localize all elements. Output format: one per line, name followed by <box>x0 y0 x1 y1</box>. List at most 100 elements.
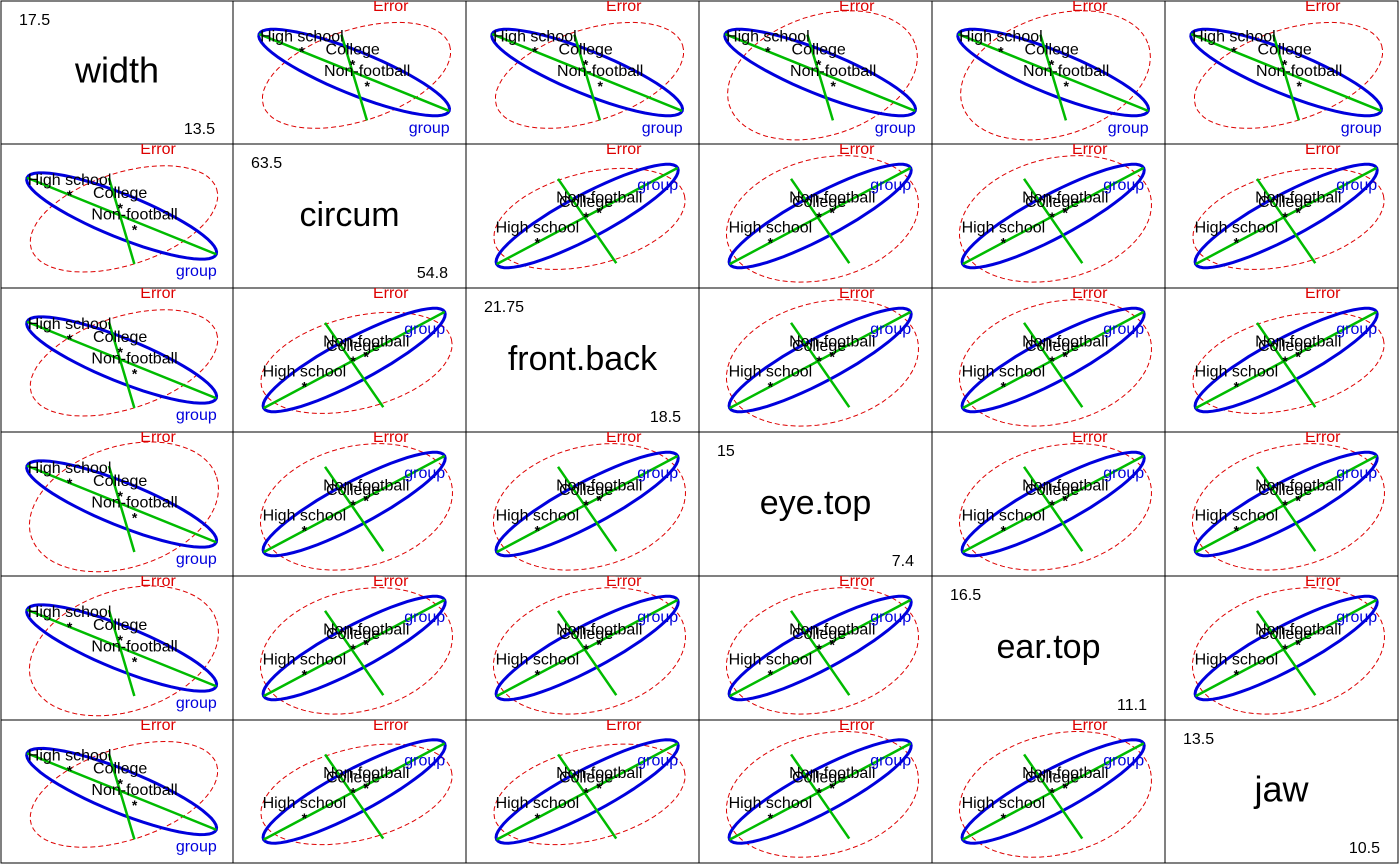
group-mean-point: * <box>830 780 836 796</box>
hypothesis-ellipse <box>727 738 913 845</box>
error-ellipse <box>493 743 686 846</box>
range-min-label: 11.1 <box>1117 697 1147 714</box>
group-label: College <box>1025 338 1079 355</box>
group-mean-point: * <box>1063 204 1069 220</box>
hypothesis-label: group <box>875 120 916 137</box>
group-mean-point: * <box>583 57 589 73</box>
group-mean-point: * <box>67 331 73 347</box>
means-line <box>491 32 683 113</box>
means-line <box>107 609 136 697</box>
hypothesis-ellipse <box>723 27 918 118</box>
group-mean-point: * <box>1063 78 1069 94</box>
error-label: Error <box>606 0 642 15</box>
group-mean-point: * <box>535 666 541 682</box>
means-line <box>263 742 446 841</box>
group-label: Non-football <box>91 207 177 224</box>
hypothesis-label: group <box>404 321 445 338</box>
group-label: College <box>1258 194 1312 211</box>
means-line <box>1272 34 1301 121</box>
group-label: Non-football <box>557 63 643 80</box>
group-label: Non-football <box>1256 63 1342 80</box>
means-line <box>107 465 136 553</box>
error-label: Error <box>373 285 409 302</box>
group-label: High school <box>962 363 1046 380</box>
panel-jaw-jaw: jaw 13.5 10.5 <box>1164 719 1399 864</box>
group-mean-point: * <box>816 57 822 73</box>
group-mean-point: * <box>117 344 123 360</box>
error-label: Error <box>839 141 875 158</box>
group-label: College <box>792 769 846 786</box>
error-ellipse <box>492 443 687 571</box>
group-mean-point: * <box>597 204 603 220</box>
error-ellipse <box>493 167 686 270</box>
group-mean-point: * <box>1049 784 1055 800</box>
group-label: Non-football <box>790 63 876 80</box>
panel-jaw-eye.top: *High school*Non-football*CollegeErrorgr… <box>698 719 933 864</box>
means-line <box>962 454 1145 554</box>
means-line <box>1256 322 1317 408</box>
group-label: College <box>559 194 613 211</box>
means-line <box>258 32 450 113</box>
group-label: College <box>1025 194 1079 211</box>
variable-name: eye.top <box>760 484 872 522</box>
group-mean-point: * <box>132 510 138 526</box>
hypothesis-ellipse <box>494 162 680 270</box>
group-mean-point: * <box>583 641 589 657</box>
hypothesis-label: group <box>1103 321 1144 338</box>
group-mean-point: * <box>364 780 370 796</box>
means-line <box>806 34 835 121</box>
panel-jaw-circum: *High school*Non-football*CollegeErrorgr… <box>232 719 467 864</box>
error-ellipse <box>725 155 920 283</box>
group-label: Non-football <box>323 477 409 494</box>
group-label: Non-football <box>789 765 875 782</box>
range-max-label: 21.75 <box>484 299 524 316</box>
hypothesis-label: group <box>642 120 683 137</box>
group-label: High school <box>962 795 1046 812</box>
group-label: College <box>93 761 147 778</box>
group-mean-point: * <box>299 43 305 59</box>
group-mean-point: * <box>1001 234 1007 250</box>
means-line <box>1039 34 1068 121</box>
error-ellipse <box>727 10 918 141</box>
error-label: Error <box>140 717 176 734</box>
panel-jaw-ear.top: *High school*Non-football*CollegeErrorgr… <box>931 719 1166 864</box>
group-label: High school <box>726 28 810 45</box>
error-label: Error <box>140 573 176 590</box>
group-label: High school <box>959 28 1043 45</box>
group-mean-point: * <box>583 209 589 225</box>
group-label: College <box>93 185 147 202</box>
panel-front.back-circum: *High school*Non-football*CollegeErrorgr… <box>232 285 467 433</box>
group-label: Non-football <box>1022 765 1108 782</box>
hypothesis-label: group <box>637 177 678 194</box>
group-mean-point: * <box>364 636 370 652</box>
group-label: College <box>93 473 147 490</box>
group-mean-point: * <box>1282 353 1288 369</box>
error-ellipse <box>1192 167 1385 270</box>
group-mean-point: * <box>1296 204 1302 220</box>
range-min-label: 7.4 <box>892 553 914 570</box>
error-label: Error <box>140 285 176 302</box>
means-line <box>1023 753 1084 840</box>
means-line <box>263 598 446 698</box>
group-label: Non-football <box>323 621 409 638</box>
hypothesis-label: group <box>637 465 678 482</box>
means-line <box>107 177 136 265</box>
means-line <box>962 742 1145 841</box>
group-mean-point: * <box>67 762 73 778</box>
group-mean-point: * <box>1049 497 1055 513</box>
hypothesis-ellipse <box>261 450 447 558</box>
group-label: Non-football <box>556 765 642 782</box>
group-label: High school <box>1192 28 1276 45</box>
error-ellipse <box>958 299 1153 427</box>
means-line <box>790 610 851 696</box>
group-label: High school <box>496 507 580 524</box>
hypothesis-label: group <box>870 752 911 769</box>
group-label: College <box>1258 626 1312 643</box>
group-label: Non-football <box>1255 189 1341 206</box>
hypothesis-label: group <box>1336 609 1377 626</box>
group-mean-point: * <box>1049 353 1055 369</box>
hypothesis-label: group <box>176 551 217 568</box>
means-line <box>1190 32 1382 113</box>
group-label: High school <box>496 795 580 812</box>
hypothesis-label: group <box>409 120 450 137</box>
